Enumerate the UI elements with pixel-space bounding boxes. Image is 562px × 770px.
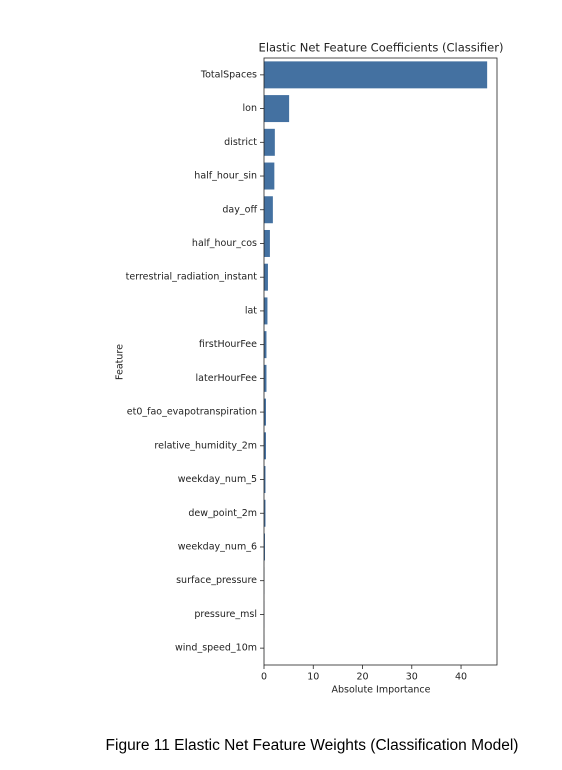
x-tick-label: 0 bbox=[261, 672, 267, 683]
y-tick-label: day_off bbox=[222, 204, 257, 215]
bar bbox=[264, 432, 266, 460]
bar bbox=[264, 128, 275, 156]
chart-title: Elastic Net Feature Coefficients (Classi… bbox=[259, 41, 504, 55]
y-tick-label: half_hour_sin bbox=[194, 171, 257, 182]
bar bbox=[264, 297, 268, 325]
y-tick-label: district bbox=[224, 137, 257, 148]
plot-frame bbox=[263, 57, 498, 666]
bar bbox=[264, 229, 270, 257]
y-axis-label: Feature bbox=[115, 344, 126, 380]
x-tick-label: 20 bbox=[356, 672, 368, 683]
y-tick-label: relative_humidity_2m bbox=[154, 440, 257, 451]
bar bbox=[264, 331, 267, 359]
y-tick-label: terrestrial_radiation_instant bbox=[126, 272, 258, 283]
bar bbox=[264, 196, 273, 224]
x-tick-label: 30 bbox=[406, 672, 418, 683]
bar bbox=[264, 499, 266, 527]
bar bbox=[264, 398, 266, 426]
figure-caption: Figure 11 Elastic Net Feature Weights (C… bbox=[106, 737, 519, 754]
bar bbox=[264, 533, 265, 561]
y-tick-label: surface_pressure bbox=[176, 575, 257, 586]
y-tick-label: TotalSpaces bbox=[200, 69, 257, 80]
y-tick-label: lon bbox=[243, 103, 257, 114]
y-tick-label: et0_fao_evapotranspiration bbox=[127, 407, 257, 418]
y-tick-label: firstHourFee bbox=[199, 339, 257, 350]
x-axis-label: Absolute Importance bbox=[332, 685, 431, 696]
y-tick-label: weekday_num_6 bbox=[178, 541, 257, 552]
bar bbox=[264, 466, 266, 494]
y-tick-label: half_hour_cos bbox=[192, 238, 257, 249]
y-tick-label: laterHourFee bbox=[196, 373, 258, 384]
y-tick-label: lat bbox=[245, 305, 257, 316]
bar bbox=[264, 95, 290, 123]
bar bbox=[264, 263, 268, 291]
x-tick-label: 40 bbox=[455, 672, 467, 683]
y-tick-label: wind_speed_10m bbox=[175, 643, 257, 654]
y-tick-label: pressure_msl bbox=[194, 609, 257, 620]
y-tick-label: dew_point_2m bbox=[188, 508, 257, 519]
bar bbox=[264, 61, 488, 89]
bar bbox=[264, 364, 267, 392]
y-tick-label: weekday_num_5 bbox=[178, 474, 257, 485]
bar bbox=[264, 162, 275, 190]
x-tick-label: 10 bbox=[307, 672, 319, 683]
